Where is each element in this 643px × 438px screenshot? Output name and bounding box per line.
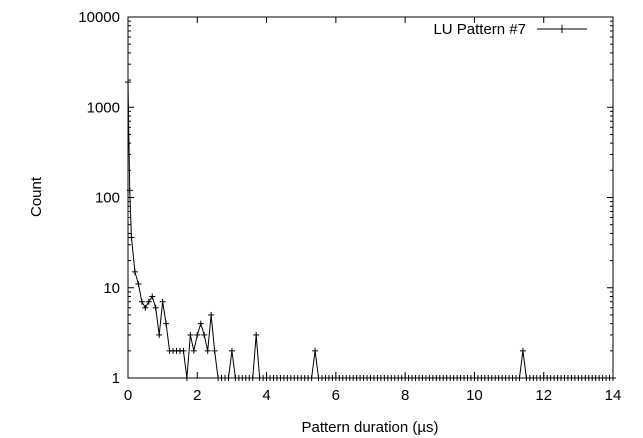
data-point	[159, 298, 166, 305]
data-point	[211, 347, 218, 354]
y-tick-label: 1	[112, 370, 120, 387]
y-axis-ticks: 1 10 100 1000 10000	[78, 9, 613, 387]
legend-label: LU Pattern #7	[433, 21, 526, 38]
data-point	[194, 331, 201, 338]
data-point	[312, 347, 319, 354]
x-tick-label: 10	[466, 387, 483, 404]
y-axis-label: Count	[28, 176, 45, 217]
data-point	[135, 281, 142, 288]
x-axis-ticks: 0 2 4 6 8 10 12 14	[124, 17, 622, 404]
data-point	[190, 347, 197, 354]
data-point	[516, 375, 523, 381]
data-point	[180, 347, 187, 354]
x-axis-label: Pattern duration (µs)	[301, 419, 438, 436]
data-point	[201, 331, 208, 338]
data-point	[225, 375, 232, 381]
x-tick-label: 14	[605, 387, 622, 404]
y-tick-label: 10	[103, 280, 120, 297]
series-layer	[125, 79, 616, 381]
data-point	[149, 293, 156, 300]
data-point	[187, 331, 194, 338]
data-point	[125, 79, 131, 86]
data-point	[128, 234, 135, 241]
x-tick-label: 0	[124, 387, 132, 404]
data-point	[253, 331, 260, 338]
legend: LU Pattern #7	[433, 21, 587, 38]
x-tick-label: 4	[262, 387, 270, 404]
data-point	[228, 347, 235, 354]
data-point	[308, 375, 315, 381]
x-tick-label: 2	[193, 387, 201, 404]
data-point	[208, 311, 215, 318]
x-tick-label: 6	[332, 387, 340, 404]
y-tick-label: 10000	[78, 9, 120, 26]
data-point	[204, 347, 211, 354]
y-tick-label: 100	[95, 190, 120, 207]
data-point	[131, 268, 138, 275]
x-tick-label: 12	[535, 387, 552, 404]
data-point	[249, 375, 256, 381]
data-point	[126, 187, 133, 194]
data-point	[145, 298, 152, 305]
series-line	[127, 82, 613, 379]
data-point	[519, 347, 526, 354]
data-point	[138, 298, 145, 305]
data-point	[142, 304, 149, 311]
data-point	[152, 304, 159, 311]
data-point	[183, 375, 190, 381]
x-tick-label: 8	[401, 387, 409, 404]
data-point	[610, 375, 616, 381]
data-point	[163, 320, 170, 327]
data-point	[197, 320, 204, 327]
data-point	[156, 331, 163, 338]
y-tick-label: 1000	[87, 99, 120, 116]
